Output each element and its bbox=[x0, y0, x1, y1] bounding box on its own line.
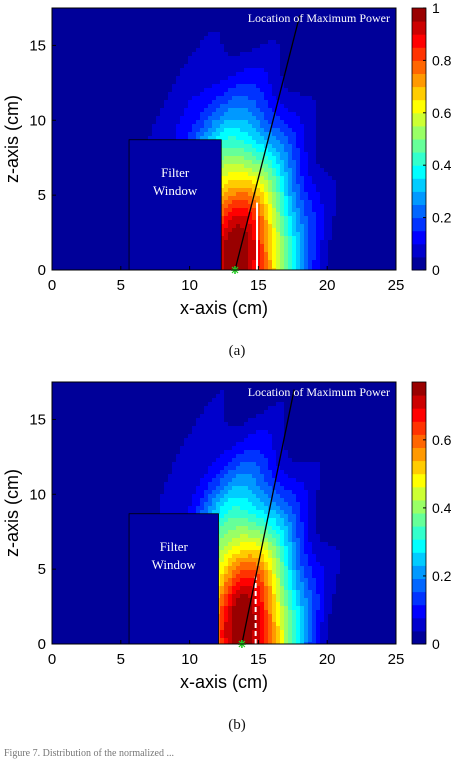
heatmap-chart-a: Filter Window Location of Maximum Power 0 5 1… bbox=[0, 0, 474, 340]
y-axis-label: z-axis (cm) bbox=[2, 469, 22, 557]
colorbar-band bbox=[412, 152, 426, 166]
filter-window-label-line1: Filter bbox=[160, 539, 189, 554]
colorbar-band bbox=[412, 408, 426, 422]
colorbar-band bbox=[412, 448, 426, 462]
filter-window-label-line2: Window bbox=[153, 183, 198, 198]
x-axis-label: x-axis (cm) bbox=[180, 672, 268, 692]
x-tick-label: 15 bbox=[250, 651, 267, 668]
colorbar-band bbox=[412, 87, 426, 101]
y-tick-label: 5 bbox=[38, 561, 46, 578]
colorbar-band bbox=[412, 126, 426, 140]
colorbar-band bbox=[412, 513, 426, 527]
colorbar-band bbox=[412, 205, 426, 219]
figure-panel-a: Filter Window Location of Maximum Power 0 5 1… bbox=[0, 0, 474, 372]
colorbar-band bbox=[412, 191, 426, 205]
colorbar-band bbox=[412, 165, 426, 179]
colorbar-band bbox=[412, 47, 426, 61]
colorbar-tick-label: 0.6 bbox=[432, 105, 452, 121]
colorbar-band bbox=[412, 218, 426, 232]
colorbar-band bbox=[412, 474, 426, 488]
colorbar-band bbox=[412, 618, 426, 632]
colorbar-band bbox=[412, 60, 426, 74]
colorbar-band bbox=[412, 500, 426, 514]
filter-window bbox=[129, 514, 218, 644]
colorbar-band bbox=[412, 244, 426, 258]
colorbar-band bbox=[412, 434, 426, 448]
x-tick-label: 15 bbox=[250, 277, 267, 294]
colorbar-band bbox=[412, 21, 426, 35]
colorbar-band bbox=[412, 487, 426, 501]
x-tick-label: 20 bbox=[319, 651, 336, 668]
heatmap-field bbox=[52, 382, 396, 646]
heatmap-field bbox=[52, 8, 396, 272]
colorbar-tick-label: 0.2 bbox=[432, 210, 452, 226]
x-axis-label: x-axis (cm) bbox=[180, 298, 268, 318]
x-tick-label: 25 bbox=[388, 277, 405, 294]
figure-panel-b: Filter Window Location of Maximum Power 0 5 1… bbox=[0, 374, 474, 746]
colorbar-band bbox=[412, 231, 426, 245]
panel-label-a: (a) bbox=[0, 343, 474, 360]
colorbar-band bbox=[412, 139, 426, 153]
x-tick-label: 0 bbox=[48, 277, 56, 294]
y-tick-label: 10 bbox=[29, 486, 46, 503]
colorbar-band bbox=[412, 592, 426, 606]
colorbar-tick-label: 0.2 bbox=[432, 568, 452, 584]
filter-window-label-line2: Window bbox=[152, 557, 197, 572]
max-power-label: Location of Maximum Power bbox=[248, 385, 390, 399]
max-power-label: Location of Maximum Power bbox=[248, 11, 390, 25]
x-tick-label: 0 bbox=[48, 651, 56, 668]
colorbar-band bbox=[412, 526, 426, 540]
colorbar-band bbox=[412, 565, 426, 579]
x-tick-label: 5 bbox=[117, 651, 125, 668]
filter-window bbox=[129, 140, 221, 270]
colorbar-band bbox=[412, 552, 426, 566]
colorbar-tick-label: 0.4 bbox=[432, 157, 452, 173]
x-tick-label: 20 bbox=[319, 277, 336, 294]
y-tick-label: 15 bbox=[29, 411, 46, 428]
x-tick-label: 25 bbox=[388, 651, 405, 668]
y-tick-label: 0 bbox=[38, 262, 46, 279]
colorbar-band bbox=[412, 382, 426, 396]
colorbar-tick-label: 0.8 bbox=[432, 52, 452, 68]
colorbar-tick-label: 1 bbox=[432, 0, 440, 16]
panel-label-b: (b) bbox=[0, 717, 474, 734]
y-axis-label: z-axis (cm) bbox=[2, 95, 22, 183]
colorbar-band bbox=[412, 178, 426, 192]
colorbar bbox=[412, 382, 426, 645]
colorbar-band bbox=[412, 461, 426, 475]
colorbar-band bbox=[412, 395, 426, 409]
y-tick-label: 10 bbox=[29, 112, 46, 129]
colorbar-band bbox=[412, 8, 426, 22]
figure-footnote: Figure 7. Distribution of the normalized… bbox=[4, 748, 174, 759]
x-tick-label: 5 bbox=[117, 277, 125, 294]
y-tick-label: 0 bbox=[38, 636, 46, 653]
filter-window-label-line1: Filter bbox=[161, 165, 190, 180]
colorbar bbox=[412, 8, 426, 271]
colorbar-tick-label: 0 bbox=[432, 636, 440, 652]
colorbar-band bbox=[412, 421, 426, 435]
colorbar-tick-label: 0.6 bbox=[432, 432, 452, 448]
colorbar-band bbox=[412, 605, 426, 619]
colorbar-band bbox=[412, 539, 426, 553]
colorbar-band bbox=[412, 100, 426, 114]
colorbar-band bbox=[412, 579, 426, 593]
colorbar-tick-label: 0 bbox=[432, 262, 440, 278]
x-tick-label: 10 bbox=[181, 277, 198, 294]
colorbar-band bbox=[412, 74, 426, 88]
colorbar-band bbox=[412, 257, 426, 271]
heatmap-chart-b: Filter Window Location of Maximum Power 0 5 1… bbox=[0, 374, 474, 714]
colorbar-tick-label: 0.4 bbox=[432, 500, 452, 516]
colorbar-band bbox=[412, 631, 426, 645]
colorbar-band bbox=[412, 34, 426, 48]
y-tick-label: 5 bbox=[38, 187, 46, 204]
x-tick-label: 10 bbox=[181, 651, 198, 668]
y-tick-label: 15 bbox=[29, 37, 46, 54]
colorbar-band bbox=[412, 113, 426, 127]
